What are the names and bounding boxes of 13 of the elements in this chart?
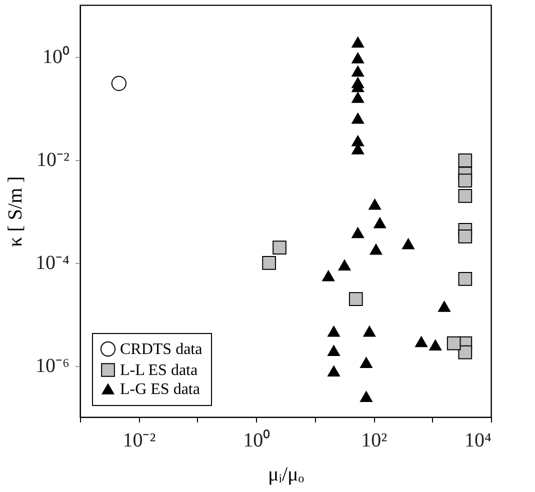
legend-label: L-L ES data [120, 362, 198, 379]
legend-label: L-G ES data [120, 381, 200, 398]
legend-label: CRDTS data [120, 341, 202, 358]
y-axis-title: κ [ S/m ] [4, 176, 27, 247]
x-axis-title: μᵢ/μₒ [268, 464, 304, 486]
y-tick-label: 10⁻⁶ [36, 355, 70, 377]
x-tick-label: 10⁰ [243, 428, 270, 452]
x-tick-label: 10² [361, 430, 388, 452]
x-tick-label: 10⁴ [464, 430, 492, 452]
y-tick-label: 10⁻⁴ [36, 252, 70, 274]
y-tick-label: 10⁰ [42, 45, 70, 68]
x-tick-label: 10⁻² [122, 430, 156, 452]
y-tick-label: 10⁻² [36, 149, 70, 171]
